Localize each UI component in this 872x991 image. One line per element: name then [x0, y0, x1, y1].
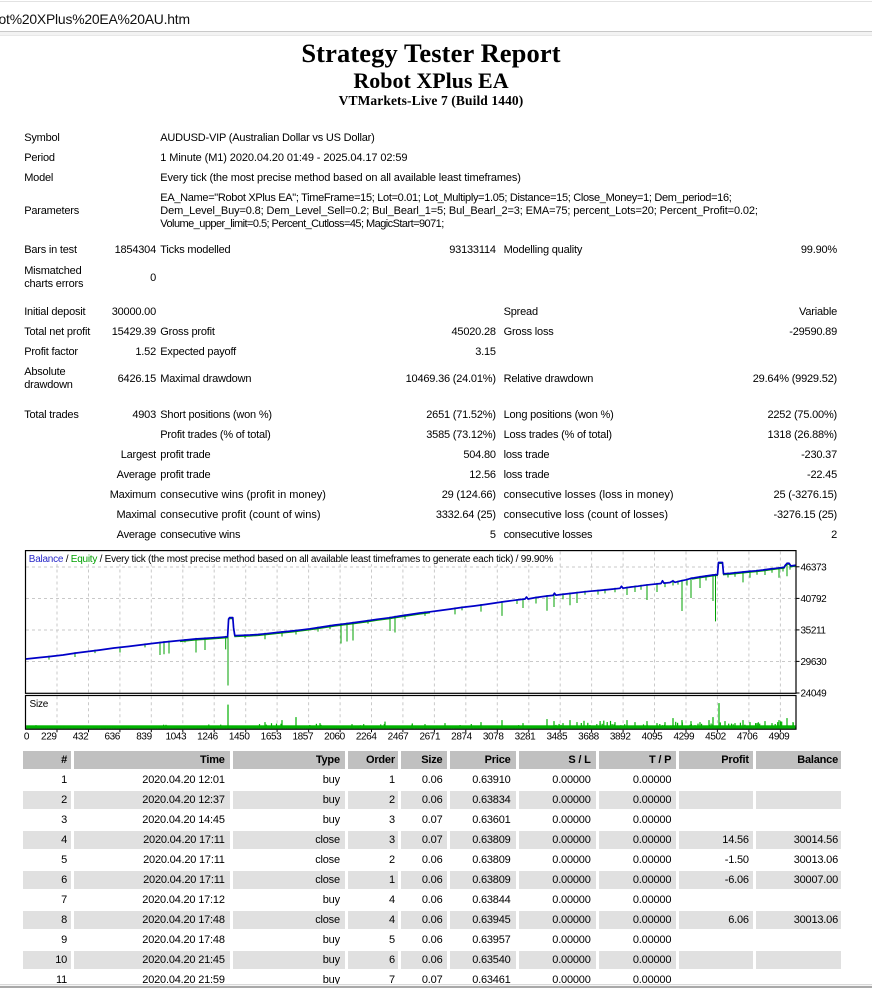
svg-text:35211: 35211 [801, 626, 827, 637]
svg-text:29630: 29630 [801, 657, 828, 668]
svg-text:1043: 1043 [165, 732, 186, 743]
svg-text:839: 839 [136, 732, 152, 743]
svg-text:1653: 1653 [261, 732, 282, 743]
svg-text:40792: 40792 [801, 594, 828, 605]
svg-text:Size: Size [30, 699, 49, 710]
svg-text:2874: 2874 [451, 732, 472, 743]
svg-text:Balance / Equity / Every tick: Balance / Equity / Every tick (the most … [29, 554, 554, 565]
svg-text:3892: 3892 [610, 732, 631, 743]
svg-text:4095: 4095 [642, 732, 663, 743]
svg-text:1246: 1246 [197, 732, 218, 743]
svg-text:46373: 46373 [801, 562, 828, 573]
svg-text:3485: 3485 [546, 732, 567, 743]
svg-text:432: 432 [73, 732, 89, 743]
svg-text:3078: 3078 [483, 732, 504, 743]
svg-text:4909: 4909 [769, 732, 790, 743]
svg-text:636: 636 [104, 732, 120, 743]
svg-text:1857: 1857 [292, 732, 313, 743]
svg-text:2264: 2264 [356, 732, 377, 743]
svg-text:3281: 3281 [515, 732, 536, 743]
svg-text:2060: 2060 [324, 732, 345, 743]
svg-text:229: 229 [41, 732, 57, 743]
svg-text:4502: 4502 [705, 732, 726, 743]
svg-text:2467: 2467 [388, 732, 409, 743]
svg-text:0: 0 [24, 732, 30, 743]
svg-text:24049: 24049 [801, 689, 828, 700]
svg-text:3688: 3688 [578, 732, 599, 743]
svg-text:2671: 2671 [419, 732, 440, 743]
svg-text:4299: 4299 [673, 732, 694, 743]
svg-text:1450: 1450 [229, 732, 250, 743]
svg-text:4706: 4706 [737, 732, 758, 743]
